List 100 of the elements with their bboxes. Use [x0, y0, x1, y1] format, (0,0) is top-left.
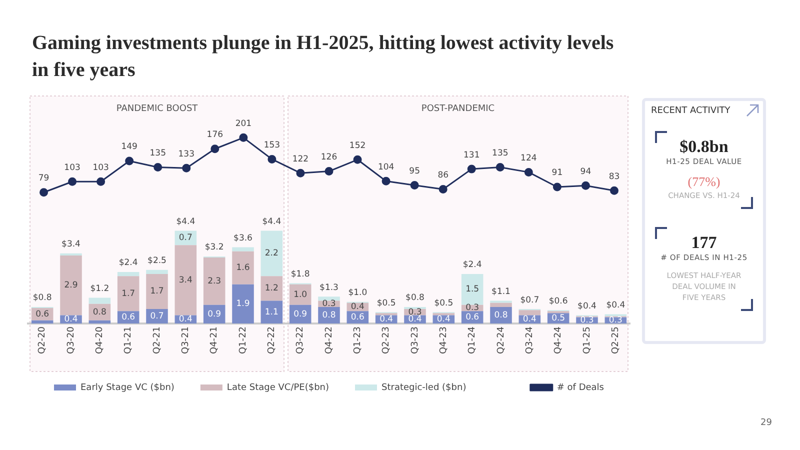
data-label: 0.3: [580, 316, 594, 326]
text: 29: [760, 418, 772, 428]
total-label: $4.4: [262, 216, 282, 227]
data-label: 86: [438, 170, 449, 180]
point: [467, 164, 476, 174]
bar: [88, 298, 111, 304]
point: [610, 186, 618, 195]
data-label: 133: [178, 149, 194, 160]
data-label: 0.3: [608, 316, 622, 326]
data-label: 0.4: [522, 314, 536, 325]
x-tick-label: Q2-20: [38, 326, 48, 354]
data-label: 1.0: [294, 290, 308, 300]
total-label: $3.4: [62, 240, 80, 250]
bar: [31, 320, 54, 324]
point: [353, 155, 362, 164]
data-label: 131: [464, 150, 480, 160]
total-label: $1.0: [348, 288, 368, 298]
total-label: $2.4: [118, 258, 138, 268]
bar: [260, 300, 283, 324]
total-label: $0.7: [520, 295, 540, 306]
x-tick-label: Q1-22: [238, 326, 248, 354]
data-label: 0.3: [322, 299, 336, 310]
total-label: $1.3: [320, 282, 338, 293]
x-tick-label: Q4-24: [554, 326, 564, 354]
data-label: 0.4: [178, 314, 192, 325]
point: [40, 188, 48, 197]
total-label: $0.5: [434, 298, 454, 308]
x-tick-label: Q1-23: [353, 326, 364, 354]
data-label: 91: [552, 168, 563, 178]
data-label: 1.7: [122, 288, 136, 299]
band-label: PANDEMIC BOOST: [116, 104, 198, 114]
data-label: 83: [608, 172, 620, 182]
bar: [260, 276, 283, 301]
x-tick-label: Q2-23: [382, 326, 392, 354]
text: 177: [690, 233, 718, 253]
data-label: 1.1: [264, 307, 278, 318]
point: [438, 184, 448, 194]
data-label: 95: [409, 166, 420, 176]
x-tick-label: Q4-20: [95, 326, 106, 354]
total-label: $2.4: [462, 260, 482, 270]
bar: [232, 247, 254, 252]
data-label: 152: [349, 140, 366, 151]
point: [581, 181, 590, 190]
data-label: 0.7: [178, 233, 192, 244]
data-label: 1.9: [236, 299, 250, 310]
x-tick-label: Q2-21: [152, 326, 162, 354]
data-label: 0.9: [294, 309, 308, 320]
total-label: $2.5: [148, 256, 166, 266]
x-tick-label: Q4-21: [210, 326, 220, 354]
total-label: $0.5: [376, 298, 396, 308]
data-label: 149: [121, 142, 138, 152]
data-label: 135: [150, 148, 166, 158]
total-label: $0.6: [548, 296, 568, 306]
x-tick-label: Q4-22: [324, 326, 334, 354]
data-label: 2.2: [264, 248, 278, 259]
data-label: 124: [520, 153, 537, 164]
legend-label: Late Stage VC/PE($bn): [226, 382, 329, 393]
total-label: $0.4: [578, 301, 596, 312]
point: [182, 164, 191, 172]
x-tick-label: Q4-23: [439, 326, 450, 354]
total-label: $1.8: [290, 269, 310, 280]
data-label: 176: [206, 130, 224, 140]
bar: [88, 320, 111, 324]
total-label: $1.2: [90, 284, 110, 294]
bar: [146, 309, 168, 324]
data-label: 104: [378, 162, 394, 172]
bar: [174, 245, 197, 316]
x-tick-label: Q3-21: [181, 326, 192, 354]
data-label: 0.6: [36, 309, 50, 320]
data-label: 0.9: [208, 309, 222, 320]
data-label: 0.4: [64, 314, 78, 325]
data-label: 3.4: [178, 275, 192, 286]
point: [552, 182, 562, 192]
point: [382, 176, 390, 186]
x-tick-label: Q3-22: [296, 326, 306, 354]
data-label: 0.5: [552, 314, 566, 324]
x-tick-label: Q2-25: [611, 326, 622, 354]
total-label: $4.4: [176, 216, 196, 227]
data-label: 0.7: [150, 311, 164, 322]
point: [524, 168, 533, 176]
point: [68, 177, 77, 186]
data-label: 0.8: [494, 310, 508, 320]
bar: [60, 255, 82, 316]
x-tick-label: Q2-24: [496, 326, 506, 354]
data-label: 94: [580, 166, 592, 177]
bar: [289, 284, 312, 305]
data-label: 0.4: [380, 314, 394, 325]
data-label: 0.6: [466, 312, 480, 323]
x-tick-label: Q3-20: [66, 326, 76, 354]
total-label: $3.6: [234, 233, 252, 244]
bar: [318, 296, 340, 301]
bar: [117, 272, 140, 276]
point: [154, 163, 162, 172]
data-label: 0.4: [350, 302, 364, 312]
data-label: 1.7: [150, 286, 164, 297]
point: [324, 167, 334, 176]
x-tick-label: Q2-22: [267, 326, 278, 354]
x-tick-label: Q1-24: [468, 326, 478, 354]
data-label: 2.9: [64, 280, 78, 291]
data-label: 79: [38, 174, 50, 184]
